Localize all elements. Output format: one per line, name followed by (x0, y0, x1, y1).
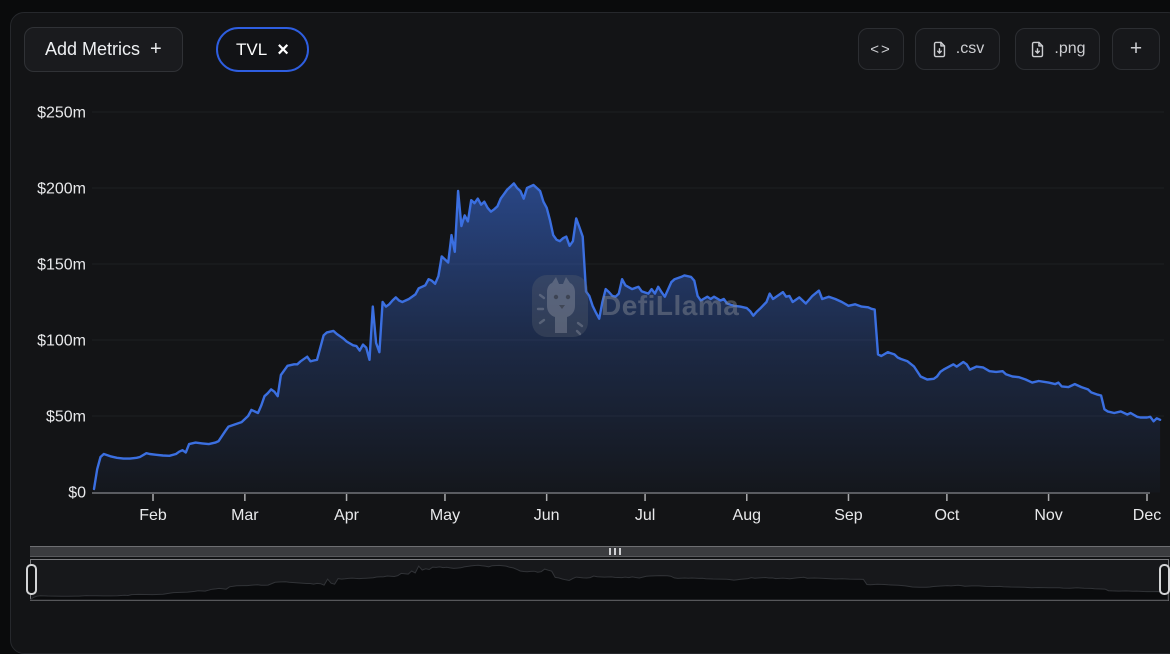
svg-text:Jul: Jul (635, 507, 655, 524)
file-download-icon (933, 41, 945, 57)
x-axis-labels: Feb Mar Apr May Jun Jul Aug Sep Oct Nov Dec (139, 507, 1161, 524)
metric-chip-tvl[interactable]: TVL × (216, 27, 309, 72)
tvl-chart[interactable]: $0 $50m $100m $150m $200m $250m Feb Mar Apr May Ju… (0, 0, 1170, 627)
code-brackets-icon: <> (870, 40, 892, 58)
chart-scrollbar[interactable] (30, 546, 1170, 557)
svg-text:$250m: $250m (37, 105, 86, 122)
add-metrics-button[interactable]: Add Metrics + (24, 27, 183, 72)
csv-label: .csv (955, 40, 985, 57)
svg-text:Mar: Mar (231, 507, 259, 524)
close-icon[interactable]: × (277, 38, 289, 61)
svg-text:$0: $0 (68, 485, 86, 502)
svg-text:Sep: Sep (834, 507, 863, 524)
add-metrics-label: Add Metrics (45, 39, 141, 59)
file-download-icon (1032, 41, 1044, 57)
navigator-silhouette (30, 564, 1169, 601)
x-axis-ticks (152, 494, 1148, 501)
y-axis-labels: $0 $50m $100m $150m $200m $250m (37, 105, 86, 502)
plus-icon: + (150, 38, 162, 60)
svg-text:$100m: $100m (37, 333, 86, 350)
plus-icon: + (1129, 37, 1143, 60)
png-label: .png (1054, 40, 1086, 57)
download-png-button[interactable]: .png (1015, 28, 1100, 70)
svg-text:Oct: Oct (934, 507, 959, 524)
svg-text:Dec: Dec (1133, 507, 1161, 524)
svg-text:Jun: Jun (534, 507, 560, 524)
svg-text:Nov: Nov (1034, 507, 1062, 524)
embed-code-button[interactable]: <> (858, 28, 904, 70)
brush-handle-left[interactable] (26, 564, 37, 595)
svg-text:Feb: Feb (139, 507, 167, 524)
svg-text:May: May (430, 507, 460, 524)
svg-text:Apr: Apr (334, 507, 360, 524)
svg-text:$200m: $200m (37, 181, 86, 198)
tvl-line (92, 182, 1162, 491)
metric-chip-label: TVL (236, 39, 268, 59)
navigator-preview[interactable] (30, 560, 1170, 601)
add-chart-button[interactable]: + (1112, 28, 1160, 70)
svg-text:$150m: $150m (37, 257, 86, 274)
scrollbar-grip-icon[interactable] (595, 548, 635, 555)
tvl-area (94, 183, 1161, 493)
svg-text:$50m: $50m (46, 409, 86, 426)
brush-handle-right[interactable] (1159, 564, 1170, 595)
svg-text:Aug: Aug (733, 507, 761, 524)
download-csv-button[interactable]: .csv (915, 28, 1000, 70)
